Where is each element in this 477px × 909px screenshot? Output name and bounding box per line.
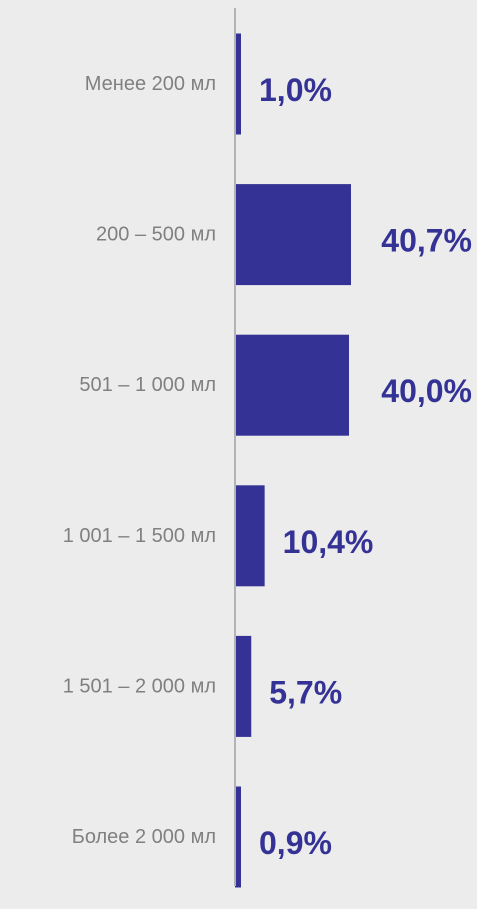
bar-6 bbox=[235, 786, 241, 888]
value-label-2: 40,7% bbox=[381, 223, 472, 259]
category-labels-group: Менее 200 мл 200 – 500 мл 501 – 1 000 мл 1 … bbox=[63, 73, 216, 848]
bar-5 bbox=[235, 635, 252, 737]
value-label-5: 5,7% bbox=[269, 674, 342, 710]
value-label-6: 0,9% bbox=[259, 825, 332, 861]
value-label-1: 1,0% bbox=[259, 72, 332, 108]
bar-2 bbox=[235, 184, 351, 286]
bar-1 bbox=[235, 33, 241, 135]
category-label-5: 1 501 – 2 000 мл bbox=[63, 675, 216, 697]
value-label-4: 10,4% bbox=[283, 524, 374, 560]
value-label-3: 40,0% bbox=[381, 373, 472, 409]
category-label-3: 501 – 1 000 мл bbox=[79, 374, 216, 396]
category-label-2: 200 – 500 мл bbox=[96, 224, 216, 246]
value-labels-group: 1,0% 40,7% 40,0% 10,4% 5,7% 0,9% bbox=[259, 72, 472, 861]
category-label-6: Более 2 000 мл bbox=[72, 826, 216, 848]
bar-3 bbox=[235, 334, 350, 436]
bars-group bbox=[235, 33, 351, 888]
category-label-1: Менее 200 мл bbox=[85, 73, 216, 95]
category-label-4: 1 001 – 1 500 мл bbox=[63, 525, 216, 547]
bar-4 bbox=[235, 485, 265, 587]
